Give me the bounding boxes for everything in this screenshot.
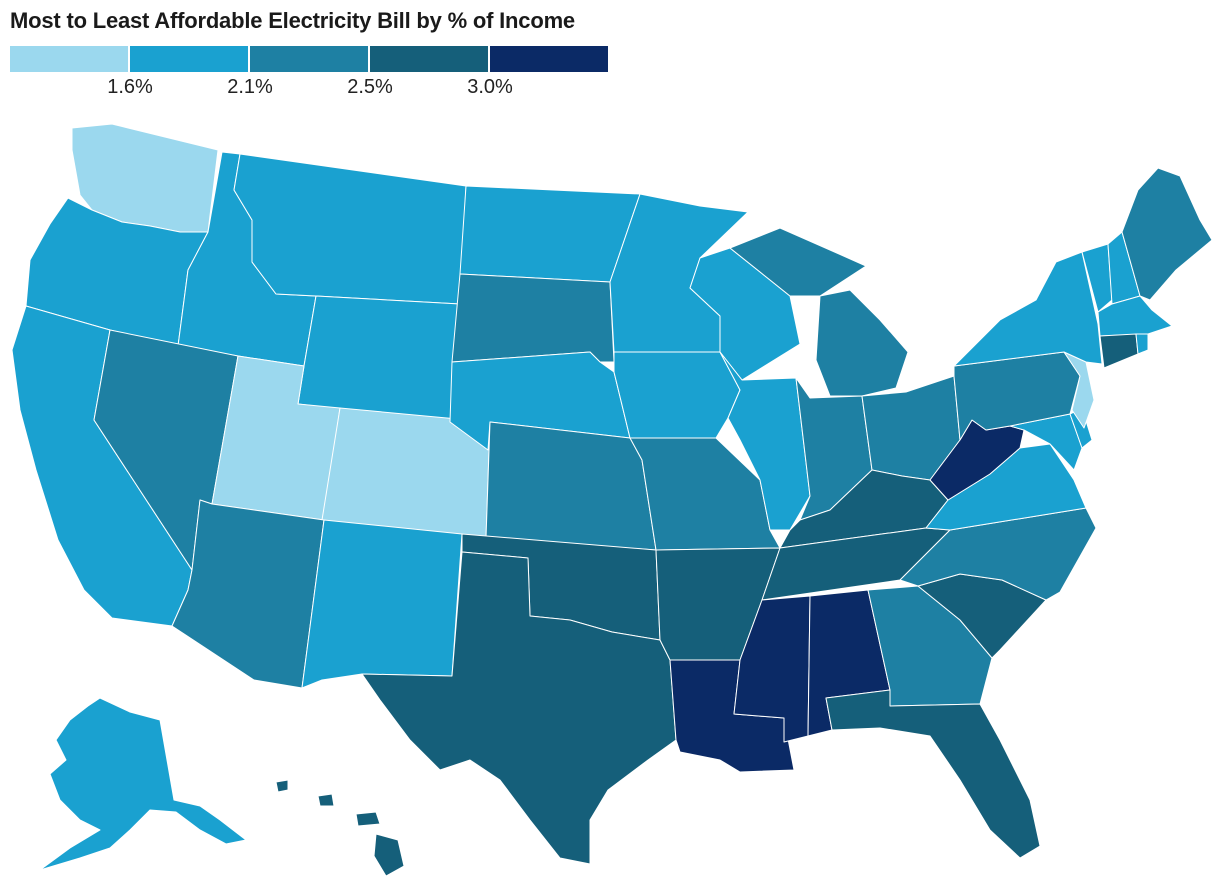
state-south-dakota[interactable] [451,273,615,363]
state-wyoming[interactable] [297,295,461,423]
legend-tick: 3.0% [467,76,513,98]
state-florida[interactable] [825,689,1041,859]
state-missouri[interactable] [629,437,781,551]
state-north-dakota[interactable] [459,185,641,283]
state-montana[interactable] [233,153,467,305]
legend-swatch-4 [370,46,488,72]
legend-tick: 1.6% [107,76,153,98]
state-connecticut[interactable] [1099,333,1139,369]
legend-swatch-5 [490,46,608,72]
state-rhode-island[interactable] [1135,333,1149,355]
map-title: Most to Least Affordable Electricity Bil… [10,8,575,33]
state-illinois[interactable] [719,351,811,531]
state-texas[interactable] [361,551,677,865]
state-hawaii[interactable] [275,779,405,877]
legend-swatch-1 [10,46,128,72]
state-iowa[interactable] [613,351,741,439]
state-michigan[interactable] [729,227,909,397]
legend-swatch-2 [130,46,248,72]
state-maine[interactable] [1121,167,1213,301]
state-new-mexico[interactable] [301,519,463,689]
legend-color-scale [10,46,608,72]
state-north-carolina[interactable] [899,507,1097,601]
legend-tick: 2.5% [347,76,393,98]
state-kansas[interactable] [485,421,657,551]
state-new-york[interactable] [953,251,1103,367]
state-alaska[interactable] [39,697,247,871]
legend-labels: 1.6% 2.1% 2.5% 3.0% [10,76,608,102]
legend-tick: 2.1% [227,76,273,98]
legend-swatch-3 [250,46,368,72]
